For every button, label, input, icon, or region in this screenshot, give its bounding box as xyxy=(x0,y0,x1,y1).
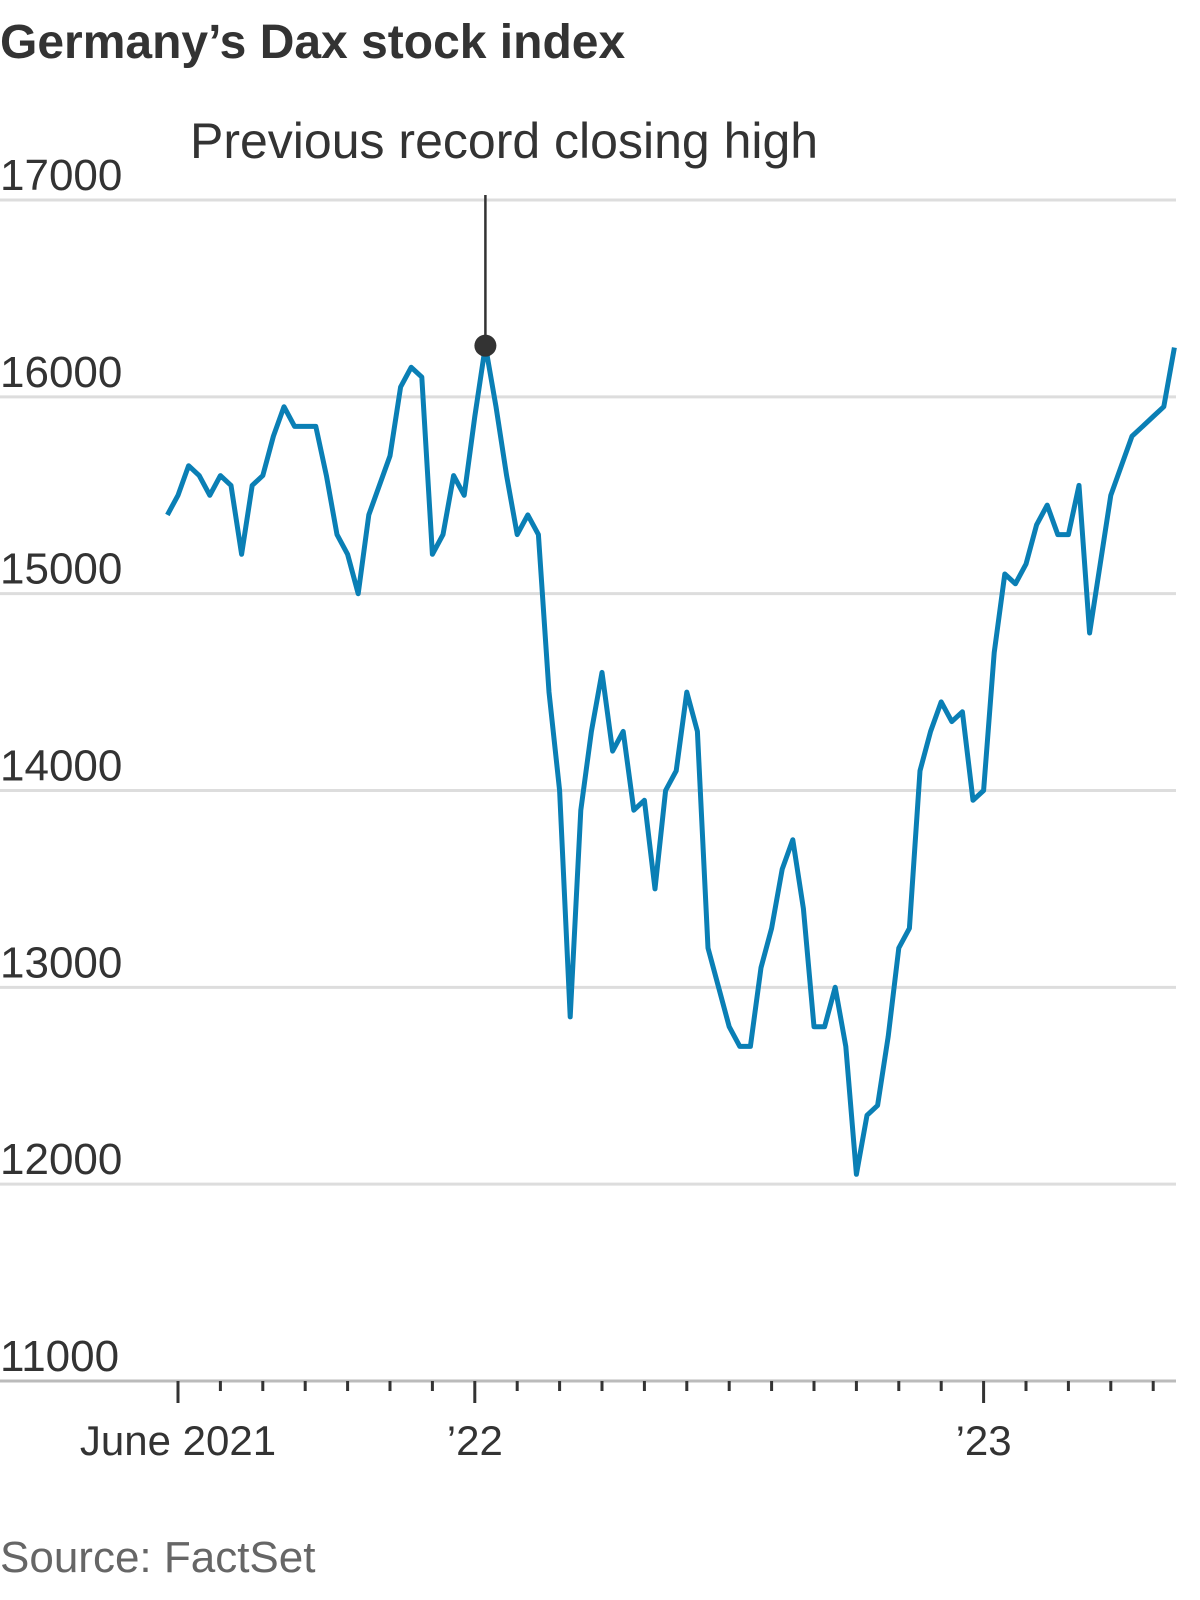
y-tick-label: 15000 xyxy=(0,545,122,594)
y-tick-label: 12000 xyxy=(0,1135,122,1184)
annotation: Previous record closing high xyxy=(190,113,818,169)
x-tick-label: June 2021 xyxy=(80,1417,276,1464)
chart-title: Germany’s Dax stock index xyxy=(0,16,625,69)
y-tick-label: 17000 xyxy=(0,151,122,200)
annotation-dot xyxy=(474,334,497,357)
x-tick-label: ’22 xyxy=(447,1417,503,1464)
source: Source: FactSet xyxy=(0,1533,315,1582)
line xyxy=(165,343,1177,1177)
x-tick-label: ’23 xyxy=(956,1417,1012,1464)
y-tick-label: 14000 xyxy=(0,742,122,791)
y-tick-label: 11000 xyxy=(0,1332,119,1381)
y-tick-label: 13000 xyxy=(0,938,122,987)
y-tick-label: 16000 xyxy=(0,348,122,397)
